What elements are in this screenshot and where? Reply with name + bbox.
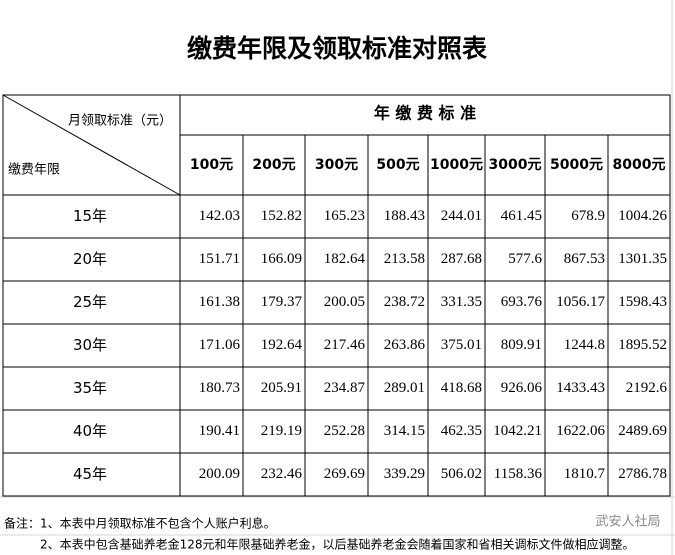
column-header: 5000元 xyxy=(550,157,603,173)
cell-value: 179.37 xyxy=(261,294,303,310)
note: 备注：1、本表中月领取标准不包含个人账户利息。 xyxy=(4,516,276,531)
table-border xyxy=(2,94,671,497)
row-label: 15年 xyxy=(73,207,107,225)
cell-value: 1598.43 xyxy=(618,294,667,310)
row-label: 20年 xyxy=(73,250,107,268)
cell-value: 1810.7 xyxy=(564,466,606,482)
cell-value: 190.41 xyxy=(199,423,240,439)
diagonal xyxy=(2,94,181,196)
cell-value: 188.43 xyxy=(384,208,425,224)
column-header: 200元 xyxy=(252,157,295,173)
cell-value: 213.58 xyxy=(384,251,425,267)
cell-value: 171.06 xyxy=(199,337,241,353)
row-label: 30年 xyxy=(73,336,107,354)
cell-value: 180.73 xyxy=(199,380,240,396)
title: 缴费年限及领取标准对照表 xyxy=(187,34,488,63)
cell-value: 232.46 xyxy=(261,466,303,482)
cell-value: 1433.43 xyxy=(556,380,605,396)
cell-value: 1244.8 xyxy=(564,337,605,353)
cell-value: 678.9 xyxy=(571,208,605,224)
cell-value: 461.45 xyxy=(501,208,542,224)
cell-value: 1301.35 xyxy=(618,251,667,267)
cell-value: 809.91 xyxy=(501,337,542,353)
cell-value: 331.35 xyxy=(441,294,482,310)
cell-value: 1004.26 xyxy=(618,208,667,224)
cell-value: 2192.6 xyxy=(626,380,668,396)
table-grid xyxy=(2,94,671,497)
cell-value: 462.35 xyxy=(441,423,482,439)
cell-value: 1895.52 xyxy=(618,337,667,353)
note: 2、本表中包含基础养老金128元和年限基础养老金，以后基础养老金会随着国家和省相… xyxy=(40,537,635,552)
cell-value: 219.19 xyxy=(261,423,302,439)
cell-value: 244.01 xyxy=(441,208,482,224)
column-header: 3000元 xyxy=(489,157,542,173)
cell-value: 217.46 xyxy=(324,337,366,353)
cell-value: 238.72 xyxy=(384,294,425,310)
cell-value: 289.01 xyxy=(384,380,425,396)
cell-value: 142.03 xyxy=(199,208,240,224)
column-header: 500元 xyxy=(376,157,419,173)
cell-value: 867.53 xyxy=(564,251,605,267)
cell-value: 263.86 xyxy=(384,337,426,353)
cell-value: 375.01 xyxy=(441,337,482,353)
cell-value: 506.02 xyxy=(441,466,482,482)
column-header: 8000元 xyxy=(613,157,666,173)
cell-value: 151.71 xyxy=(199,251,240,267)
cell-value: 926.06 xyxy=(501,380,543,396)
column-header: 300元 xyxy=(315,157,358,173)
cell-value: 314.15 xyxy=(384,423,425,439)
cell-value: 577.6 xyxy=(508,251,542,267)
group-header: 年 缴 费 标 准 xyxy=(374,104,476,123)
cell-value: 2489.69 xyxy=(618,423,667,439)
cell-value: 418.68 xyxy=(441,380,482,396)
watermark: 武安人社局 xyxy=(595,514,660,530)
cell-value: 182.64 xyxy=(324,251,366,267)
cell-value: 192.64 xyxy=(261,337,303,353)
cell-value: 200.09 xyxy=(199,466,240,482)
cell-value: 152.82 xyxy=(261,208,302,224)
cell-value: 339.29 xyxy=(384,466,425,482)
cell-value: 252.28 xyxy=(324,423,365,439)
cell-value: 693.76 xyxy=(501,294,543,310)
cell-value: 205.91 xyxy=(261,380,302,396)
row-label: 35年 xyxy=(73,379,107,397)
row-label: 45年 xyxy=(73,465,107,483)
corner-bottom: 缴费年限 xyxy=(8,163,60,178)
cell-value: 1042.21 xyxy=(493,423,542,439)
cell-value: 2786.78 xyxy=(618,466,667,482)
cell-value: 200.05 xyxy=(324,294,365,310)
cell-value: 1158.36 xyxy=(494,466,543,482)
cell-value: 1056.17 xyxy=(556,294,605,310)
row-label: 40年 xyxy=(73,422,107,440)
cell-value: 234.87 xyxy=(324,380,366,396)
row-label: 25年 xyxy=(73,293,107,311)
corner-top: 月领取标准（元） xyxy=(68,114,172,129)
cell-value: 1622.06 xyxy=(556,423,605,439)
cell-value: 166.09 xyxy=(261,251,302,267)
column-header: 1000元 xyxy=(430,157,483,173)
column-header: 100元 xyxy=(190,157,233,173)
cell-value: 287.68 xyxy=(441,251,482,267)
cell-value: 161.38 xyxy=(199,294,240,310)
cell-value: 165.23 xyxy=(324,208,365,224)
cell-value: 269.69 xyxy=(324,466,365,482)
